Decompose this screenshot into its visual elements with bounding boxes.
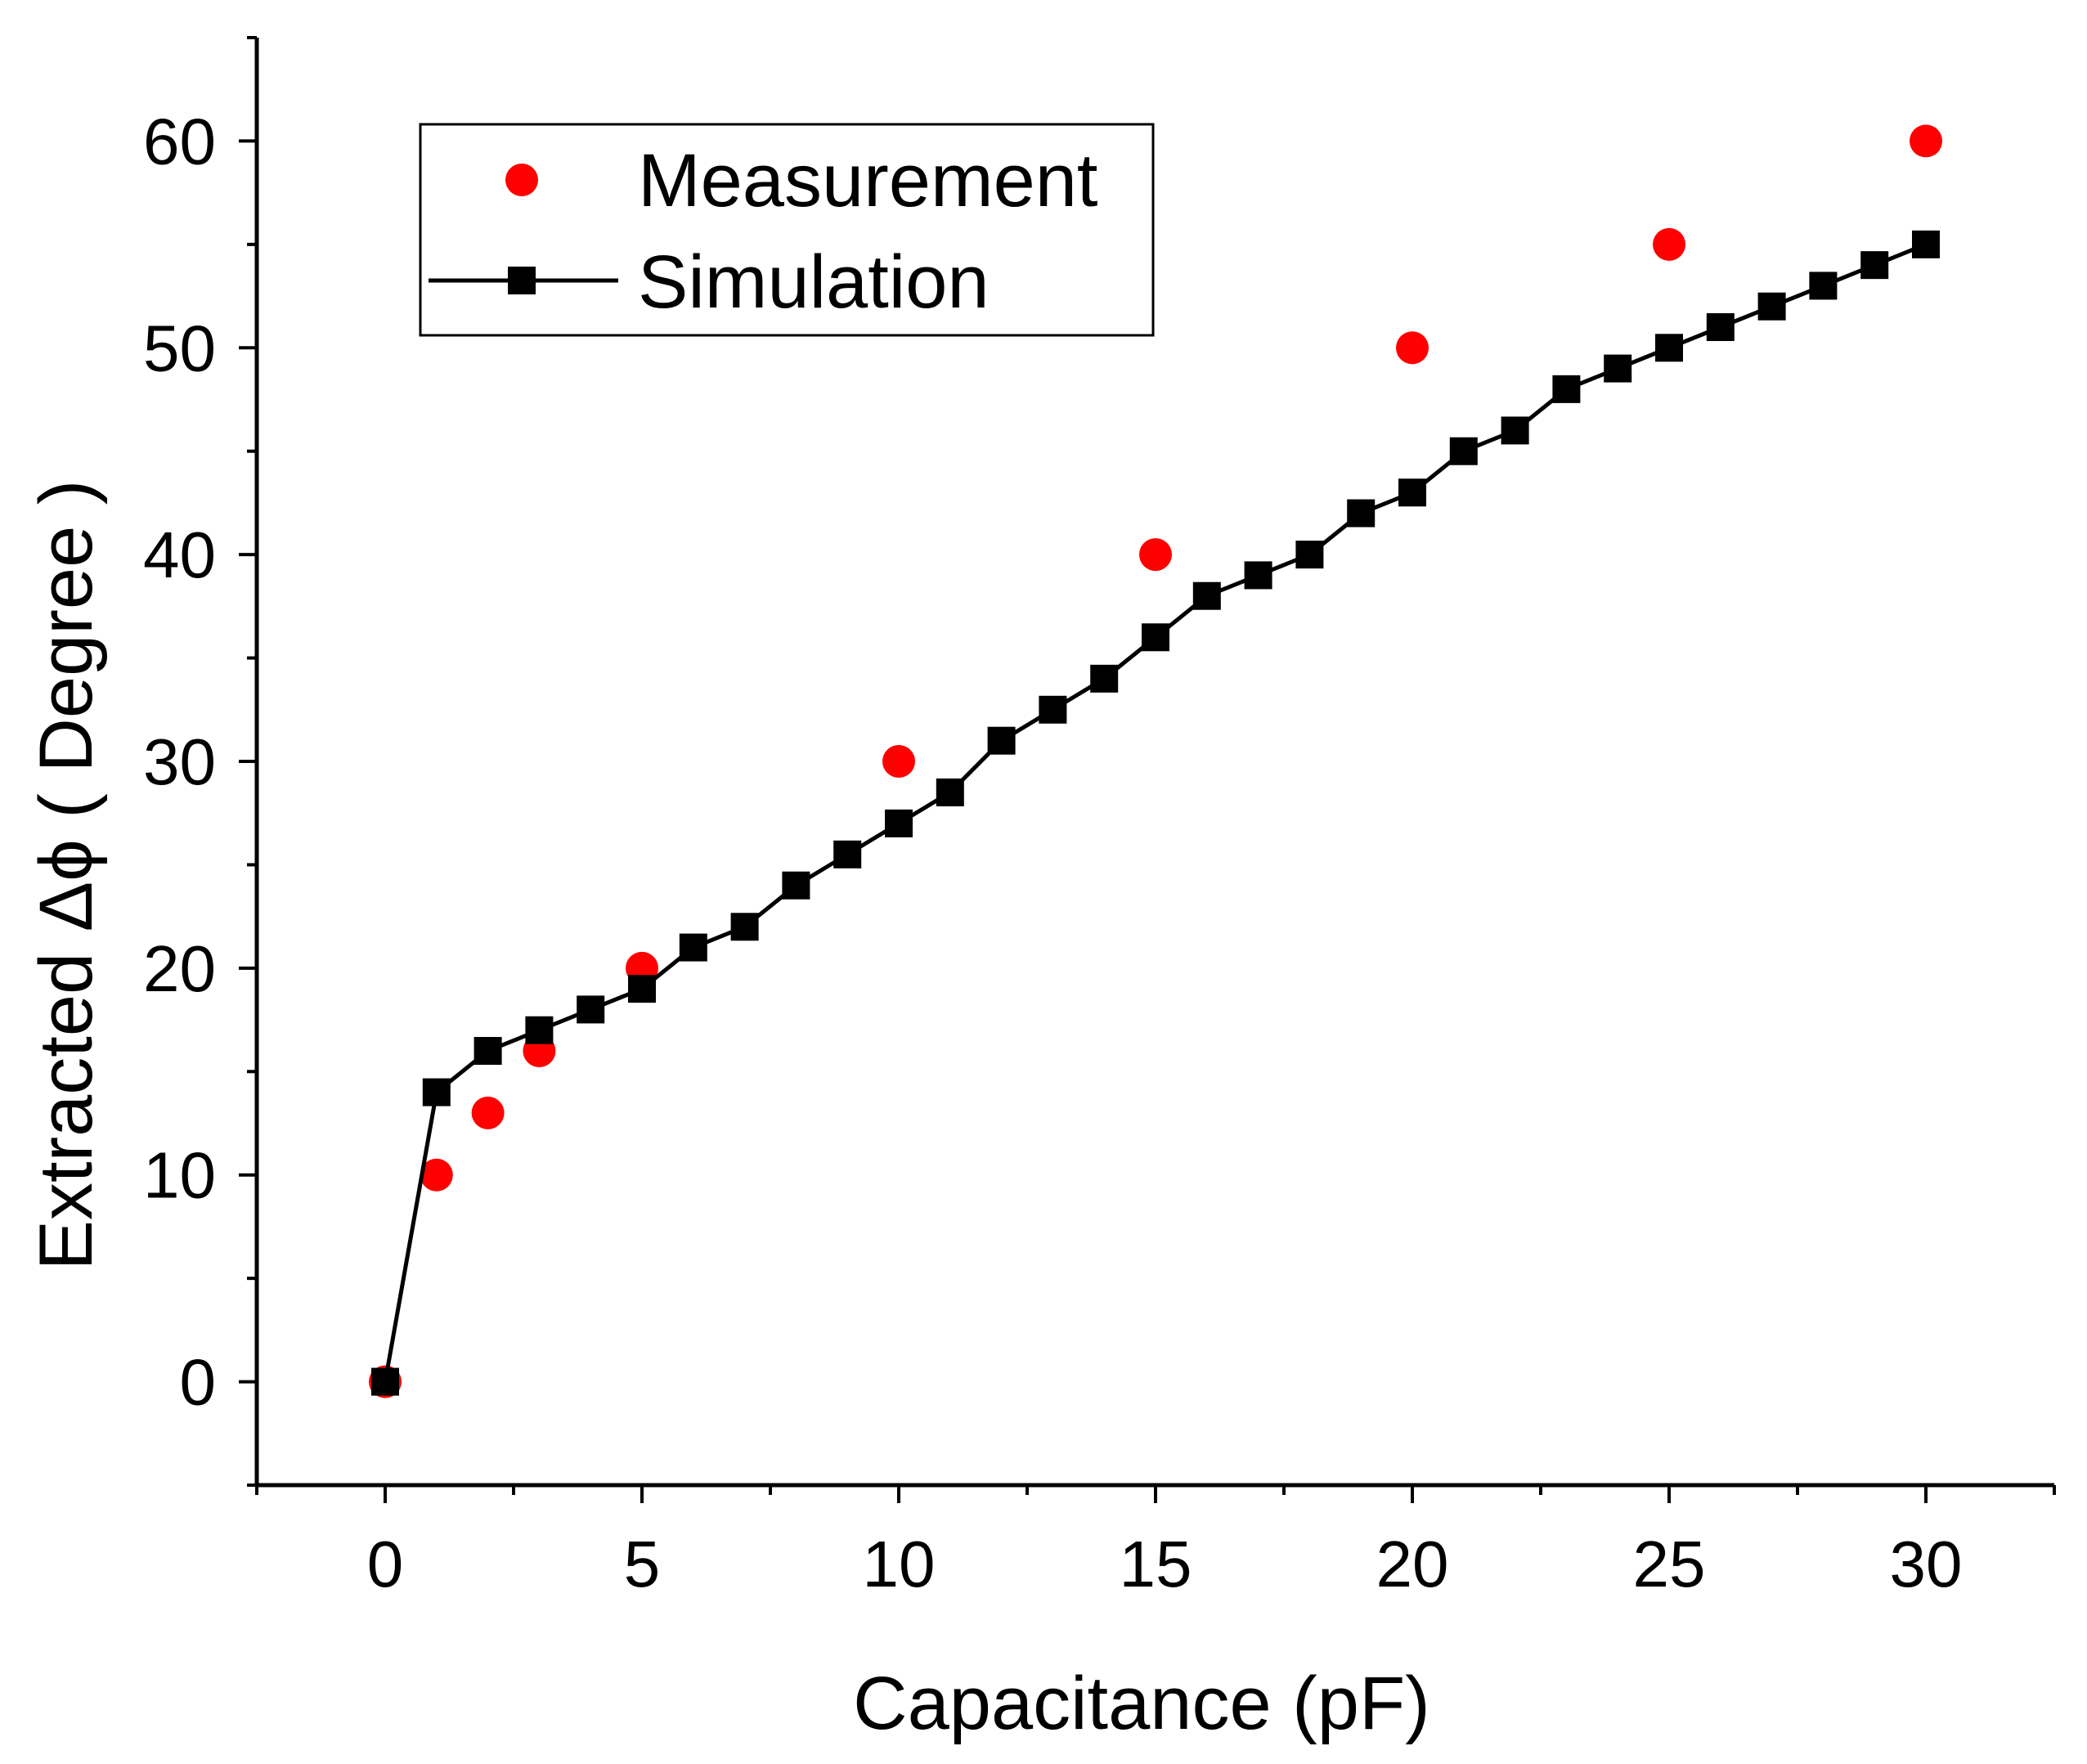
series — [369, 124, 1942, 1398]
simulation-point — [1604, 354, 1632, 383]
measurement-point — [1139, 538, 1172, 572]
simulation-point — [1706, 313, 1735, 341]
simulation-point — [1757, 292, 1786, 321]
x-tick-label: 25 — [1633, 1528, 1706, 1600]
legend-box — [419, 123, 1155, 337]
measurement-point — [1653, 227, 1685, 261]
legend-simulation-marker — [508, 267, 536, 294]
y-tick-label: 50 — [143, 312, 216, 384]
y-tick-label: 20 — [143, 932, 216, 1005]
simulation-point — [1192, 581, 1221, 610]
simulation-point — [782, 871, 810, 900]
simulation-point — [1860, 251, 1889, 280]
simulation-point — [1244, 561, 1272, 590]
y-tick-label: 10 — [143, 1139, 216, 1212]
simulation-point — [1912, 230, 1940, 258]
simulation-point — [1655, 334, 1683, 362]
simulation-point — [1398, 478, 1426, 507]
simulation-point — [474, 1037, 502, 1065]
ticks: 0 5 10 15 20 25 30 0 10 20 30 40 50 60 — [143, 36, 2056, 1600]
simulation-point — [1039, 695, 1067, 724]
simulation-point — [371, 1367, 399, 1396]
measurement-point — [420, 1158, 453, 1192]
legend: Measurement Simulation — [419, 123, 1155, 337]
simulation-point — [1552, 375, 1581, 403]
simulation-point — [1347, 499, 1376, 527]
simulation-point — [730, 913, 759, 941]
simulation-line — [383, 242, 1927, 1383]
simulation-point — [422, 1078, 451, 1106]
x-tick-label: 10 — [863, 1528, 936, 1600]
measurement-point — [1396, 331, 1429, 365]
simulation-point — [1090, 664, 1119, 693]
simulation-point — [525, 1016, 554, 1044]
x-tick-label: 15 — [1120, 1528, 1192, 1600]
simulation-point — [885, 809, 913, 837]
simulation-point — [1501, 416, 1529, 445]
y-tick-label: 0 — [180, 1346, 217, 1419]
y-axis-title: Extracted Δϕ ( Degree ) — [25, 480, 108, 1271]
y-tick-label: 40 — [143, 518, 216, 591]
simulation-point — [679, 933, 707, 962]
simulation-point — [987, 726, 1016, 755]
x-tick-label: 0 — [367, 1528, 404, 1600]
simulation-point — [628, 975, 656, 1003]
simulation-point — [833, 840, 862, 869]
simulation-point — [1142, 623, 1169, 652]
legend-simulation-label: Simulation — [638, 240, 990, 324]
simulation-point — [577, 995, 605, 1024]
simulation-point — [936, 778, 964, 806]
x-tick-label: 5 — [624, 1528, 661, 1600]
x-tick-label: 20 — [1376, 1528, 1449, 1600]
measurement-point — [471, 1096, 505, 1129]
simulation-point — [1809, 272, 1838, 300]
simulation-point — [1449, 437, 1478, 465]
measurement-point — [882, 745, 915, 778]
x-axis-title: Capacitance (pF) — [853, 1662, 1430, 1745]
x-tick-label: 30 — [1890, 1528, 1963, 1600]
y-tick-label: 30 — [143, 725, 216, 798]
y-tick-label: 60 — [143, 105, 216, 177]
measurement-point — [1910, 124, 1942, 158]
legend-measurement-marker — [505, 164, 538, 196]
legend-measurement-label: Measurement — [638, 139, 1097, 222]
simulation-point — [1295, 541, 1324, 569]
